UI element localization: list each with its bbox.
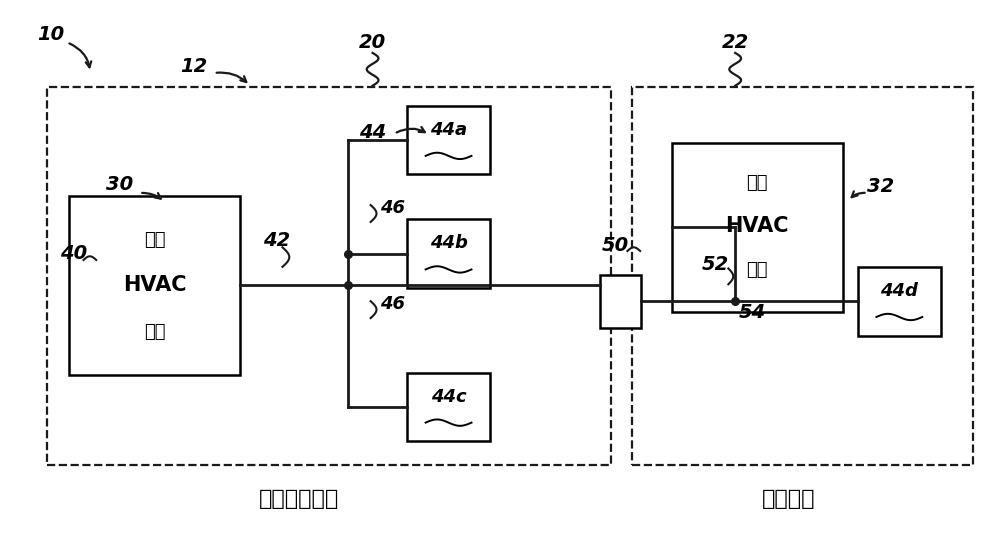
Text: 46: 46	[380, 199, 405, 217]
Text: 44b: 44b	[430, 234, 467, 252]
Text: 32: 32	[867, 177, 894, 196]
Text: 52: 52	[702, 255, 729, 274]
Text: 44a: 44a	[430, 121, 467, 139]
Text: 54: 54	[739, 303, 766, 322]
Bar	[632, 87, 973, 465]
Bar	[600, 275, 641, 328]
Bar	[47, 87, 611, 465]
Text: 中央: 中央	[144, 231, 165, 250]
Text: 50: 50	[602, 236, 629, 255]
Bar	[672, 143, 843, 312]
Text: 44c: 44c	[431, 388, 466, 405]
Text: 車輛側門: 車輛側門	[762, 489, 816, 509]
Text: 44: 44	[359, 123, 386, 142]
Text: HVAC: HVAC	[123, 275, 186, 295]
Text: 裝置: 裝置	[144, 323, 165, 341]
Bar	[407, 372, 490, 441]
Bar	[69, 196, 240, 375]
Text: 44d: 44d	[880, 282, 918, 300]
Bar	[407, 106, 490, 175]
Text: 40: 40	[60, 244, 87, 263]
Text: 20: 20	[359, 33, 386, 52]
Text: 22: 22	[722, 33, 749, 52]
Text: 裝置: 裝置	[747, 260, 768, 279]
Text: 辅助: 辅助	[747, 174, 768, 192]
Text: 12: 12	[181, 57, 208, 75]
Text: 30: 30	[106, 176, 133, 195]
Bar	[858, 267, 941, 335]
Bar	[407, 219, 490, 288]
Text: 46: 46	[380, 295, 405, 313]
Text: HVAC: HVAC	[726, 216, 789, 236]
Text: 10: 10	[38, 25, 65, 44]
Text: 42: 42	[263, 231, 290, 250]
Text: 車輛內部艙室: 車輛內部艙室	[259, 489, 339, 509]
